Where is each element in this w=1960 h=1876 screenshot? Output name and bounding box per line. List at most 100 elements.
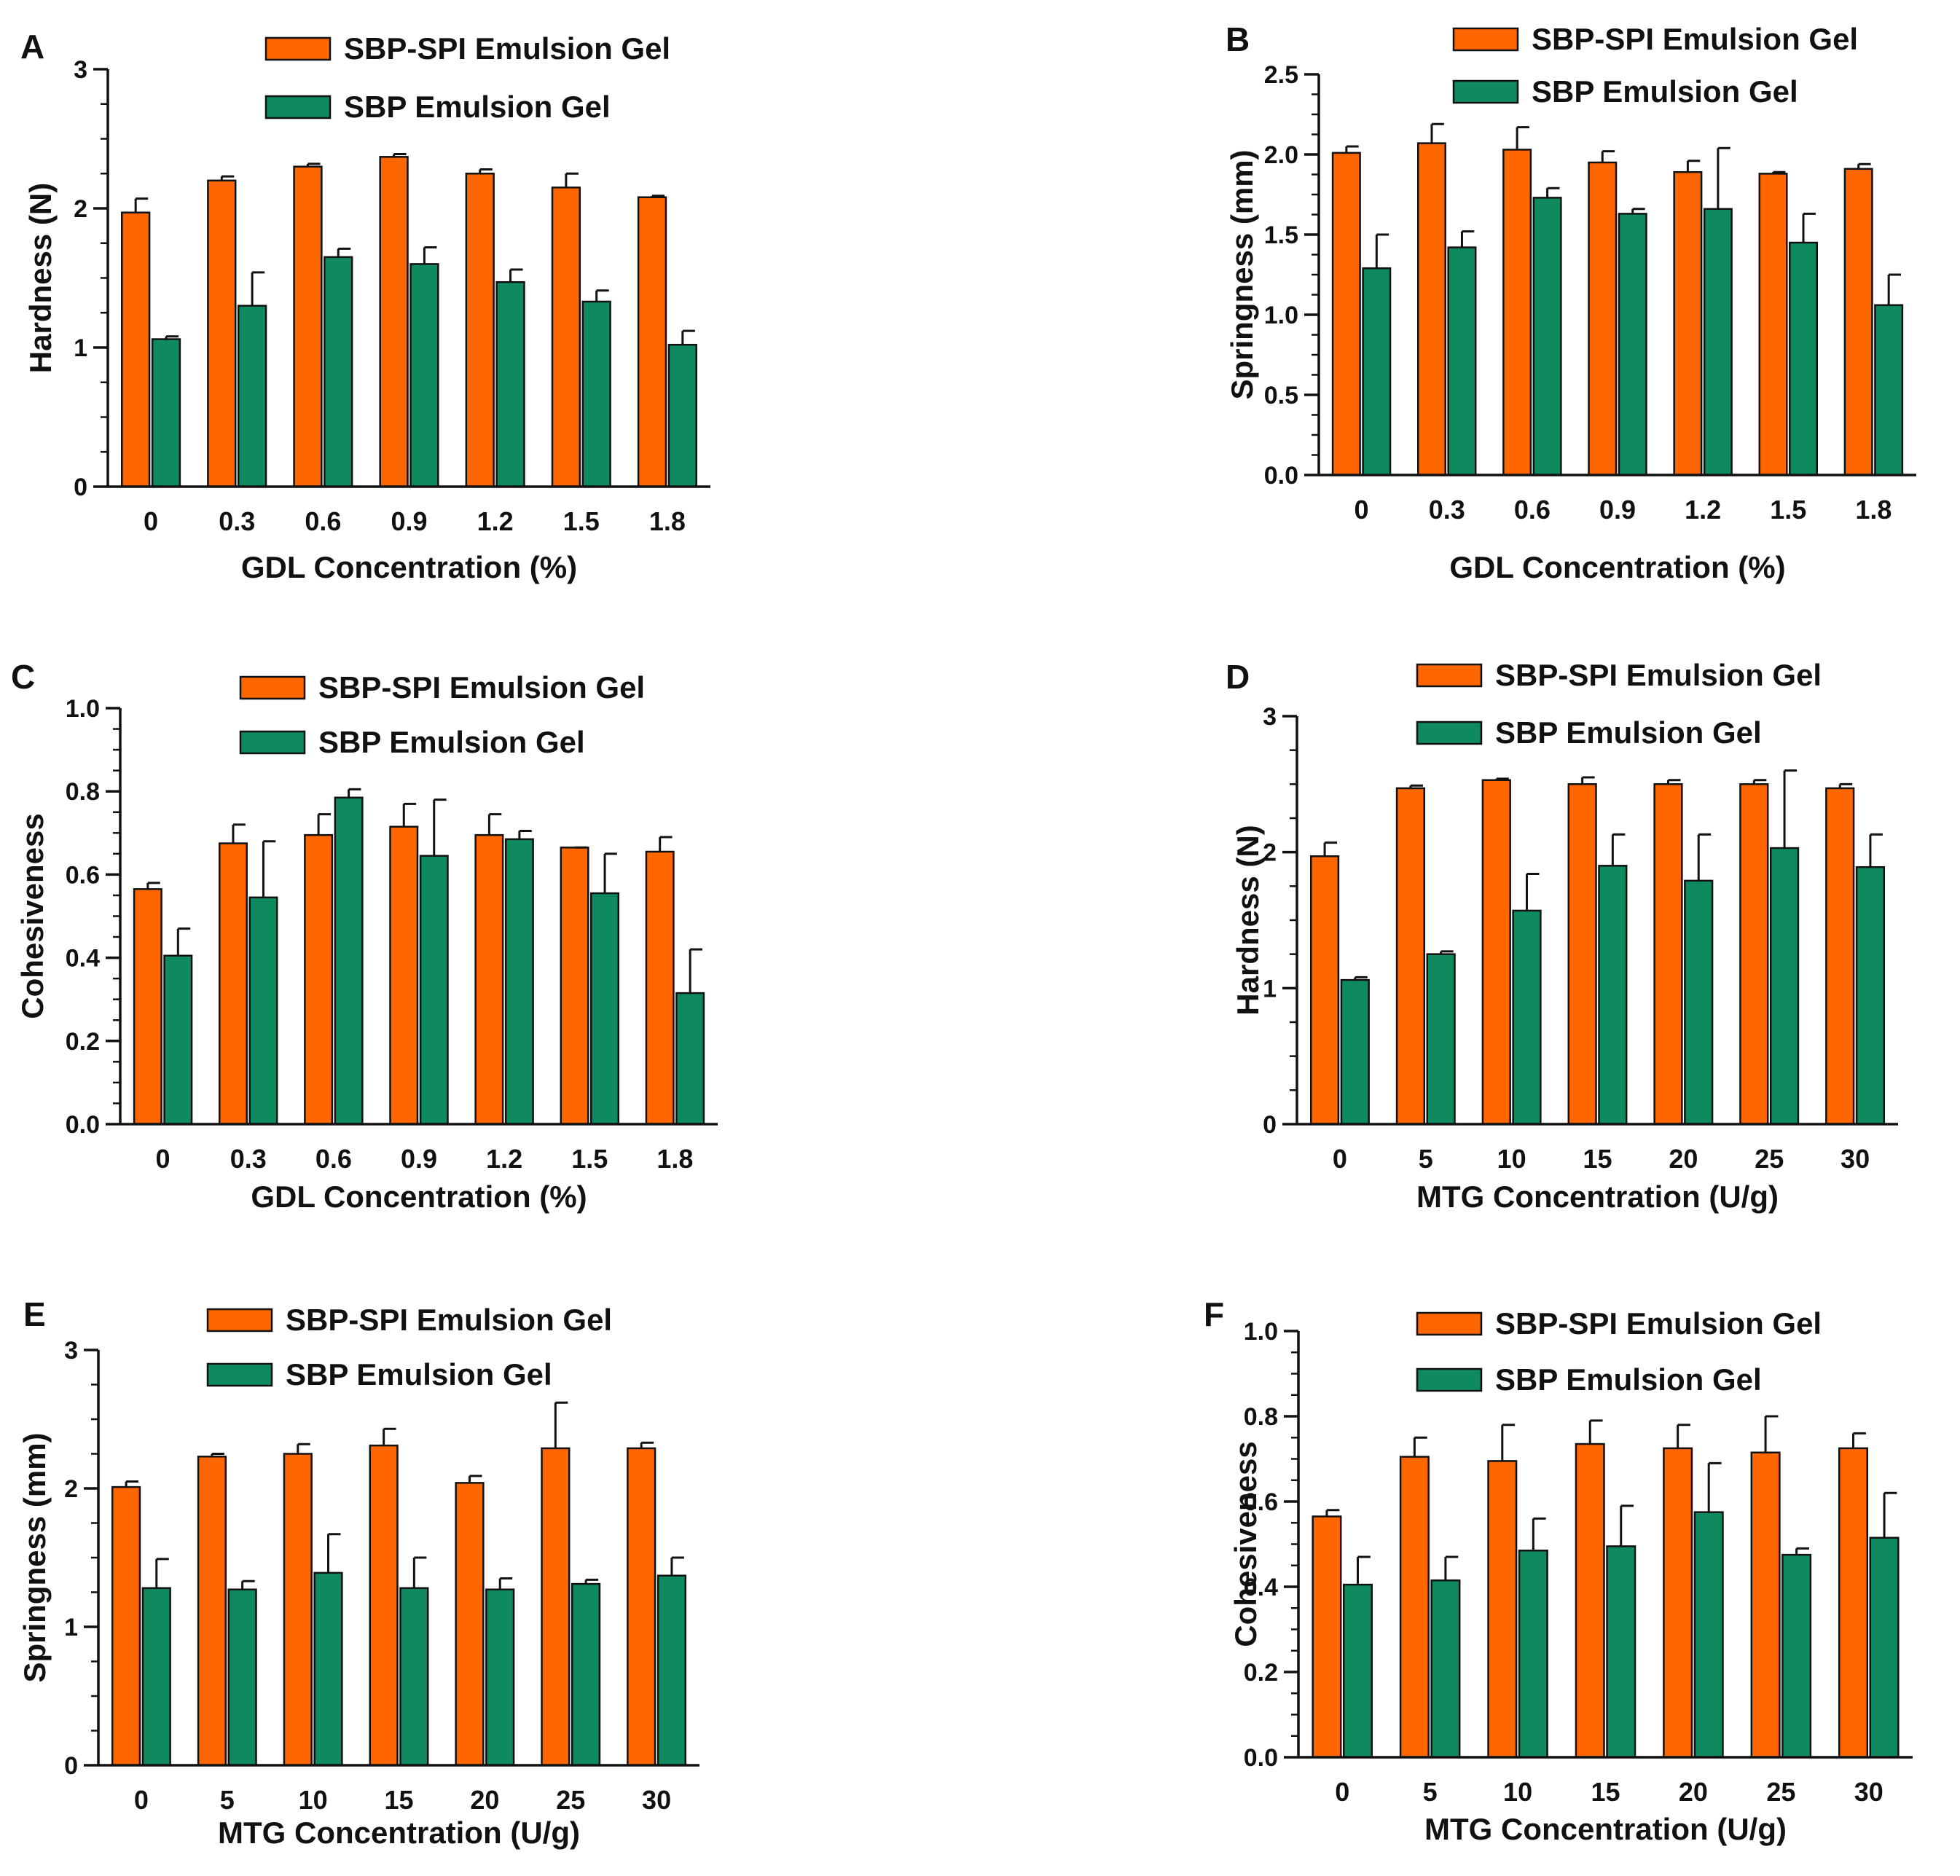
y-tick-label: 1 (74, 334, 87, 362)
x-tick-label: 1.5 (1770, 495, 1806, 525)
legend-swatch-sbp-spi (264, 36, 332, 61)
x-tick-label: 30 (642, 1785, 671, 1815)
bar-sbp-0 (151, 338, 181, 488)
bar-sbp-spi-3 (389, 825, 419, 1126)
x-tick-label: 1.5 (563, 506, 600, 536)
x-tick-label: 30 (1854, 1777, 1883, 1807)
panel-letter: B (1226, 20, 1250, 58)
x-tick-label: 5 (220, 1785, 235, 1815)
bar-sbp-2 (313, 1571, 343, 1767)
bar-sbp-spi-2 (293, 165, 323, 488)
bar-sbp-0 (1362, 267, 1392, 476)
bar-sbp-spi-5 (1739, 783, 1769, 1126)
bar-sbp-spi-5 (560, 847, 589, 1126)
x-tick-label: 5 (1423, 1777, 1438, 1807)
bar-sbp-spi-0 (133, 888, 162, 1126)
legend-label-sbp: SBP Emulsion Gel (1532, 74, 1798, 109)
x-tick-label: 0 (134, 1785, 149, 1815)
bar-sbp-4 (1684, 879, 1714, 1126)
chart-panel-b: B 0.0 0.5 1.0 1.5 2.0 2.5 0 0.3 0.6 0.9 1.2 1.5 1.8 GD… (1225, 20, 1916, 584)
legend-swatch-sbp (264, 95, 332, 119)
x-tick-label: 10 (299, 1785, 328, 1815)
y-tick-label: 3 (1263, 703, 1277, 731)
x-axis-title: MTG Concentration (U/g) (1416, 1180, 1779, 1214)
y-tick-label: 0.0 (1264, 462, 1298, 490)
panel-letter: F (1204, 1295, 1224, 1333)
legend-label-sbp-spi: SBP-SPI Emulsion Gel (344, 31, 670, 66)
bar-sbp-spi-4 (465, 173, 495, 488)
legend-label-sbp: SBP Emulsion Gel (286, 1357, 552, 1392)
y-tick-label: 0.4 (66, 945, 100, 973)
bar-sbp-3 (399, 1587, 429, 1767)
legend-label-sbp-spi: SBP-SPI Emulsion Gel (286, 1303, 612, 1337)
x-tick-label: 0.6 (305, 506, 341, 536)
bar-sbp-4 (495, 280, 525, 488)
x-axis-title: GDL Concentration (%) (1449, 550, 1785, 584)
x-tick-label: 15 (1591, 1777, 1620, 1807)
y-axis-title: Springness (mm) (17, 1432, 52, 1682)
bar-sbp-2 (334, 796, 364, 1126)
x-tick-label: 0.9 (401, 1144, 437, 1174)
bar-sbp-3 (419, 855, 449, 1126)
x-tick-label: 25 (1766, 1777, 1795, 1807)
bar-sbp-2 (1512, 909, 1542, 1126)
x-tick-label: 20 (1679, 1777, 1708, 1807)
bar-sbp-2 (324, 256, 353, 488)
y-tick-label: 1.0 (1264, 302, 1298, 329)
bar-sbp-6 (675, 992, 705, 1126)
x-tick-label: 1.8 (1855, 495, 1892, 525)
bar-sbp-0 (141, 1587, 171, 1767)
legend-swatch-sbp (1416, 1367, 1483, 1392)
chart-panel-f: F 0.0 0.2 0.4 0.6 0.8 1.0 0 5 10 15 20 25 30 MTG Conce… (1204, 1295, 1913, 1846)
y-tick-label: 0.8 (66, 778, 100, 806)
bar-sbp-spi-1 (197, 1456, 227, 1767)
chart-panel-a: A 0 1 2 3 0 0.3 0.6 0.9 1.2 1.5 1.8 GDL Concentratio… (20, 28, 710, 584)
y-tick-label: 1.5 (1264, 221, 1298, 249)
bar-sbp-4 (1693, 1511, 1724, 1759)
y-tick-label: 2 (64, 1475, 78, 1503)
y-tick-label: 0 (1263, 1111, 1277, 1139)
bar-sbp-2 (1518, 1550, 1548, 1759)
bar-sbp-5 (581, 300, 611, 488)
bar-sbp-spi-0 (1331, 152, 1361, 476)
bar-sbp-1 (1426, 953, 1456, 1126)
x-tick-label: 0 (1333, 1144, 1347, 1174)
y-tick-label: 3 (74, 56, 87, 84)
x-tick-label: 10 (1503, 1777, 1532, 1807)
legend-swatch-sbp-spi (206, 1308, 273, 1333)
y-tick-label: 0.4 (1244, 1574, 1278, 1601)
bar-sbp-4 (1703, 208, 1733, 476)
y-axis-title: Hardness (N) (1231, 825, 1265, 1015)
bar-sbp-6 (1855, 866, 1886, 1126)
bar-sbp-spi-0 (1312, 1515, 1342, 1759)
bar-sbp-spi-1 (1395, 787, 1426, 1126)
bar-sbp-5 (590, 892, 620, 1126)
bar-sbp-5 (1789, 241, 1819, 476)
y-tick-label: 0.2 (66, 1028, 100, 1056)
bar-sbp-spi-2 (1481, 779, 1511, 1126)
legend-label-sbp: SBP Emulsion Gel (1495, 1362, 1762, 1397)
y-tick-label: 0 (74, 474, 87, 501)
x-axis-title: MTG Concentration (U/g) (1424, 1812, 1787, 1846)
bar-sbp-1 (227, 1588, 257, 1767)
bar-sbp-spi-3 (1588, 161, 1618, 476)
bar-sbp-4 (485, 1588, 515, 1767)
x-tick-label: 0.3 (230, 1144, 267, 1174)
y-axis-title: Hardness (N) (23, 183, 58, 373)
legend-swatch-sbp (206, 1362, 273, 1387)
x-tick-label: 0.3 (1429, 495, 1465, 525)
x-tick-label: 0.3 (219, 506, 255, 536)
x-tick-label: 1.2 (486, 1144, 522, 1174)
bar-sbp-1 (1430, 1579, 1461, 1759)
x-tick-label: 1.8 (656, 1144, 693, 1174)
y-tick-label: 3 (64, 1337, 78, 1365)
legend-swatch-sbp-spi (1416, 1311, 1483, 1336)
bar-sbp-0 (163, 954, 193, 1126)
bar-sbp-spi-2 (283, 1453, 313, 1767)
bar-sbp-6 (1869, 1536, 1900, 1759)
bar-sbp-spi-6 (645, 850, 675, 1126)
bar-sbp-spi-1 (1399, 1456, 1430, 1759)
legend-label-sbp-spi: SBP-SPI Emulsion Gel (1532, 22, 1858, 56)
bar-sbp-1 (248, 896, 278, 1126)
